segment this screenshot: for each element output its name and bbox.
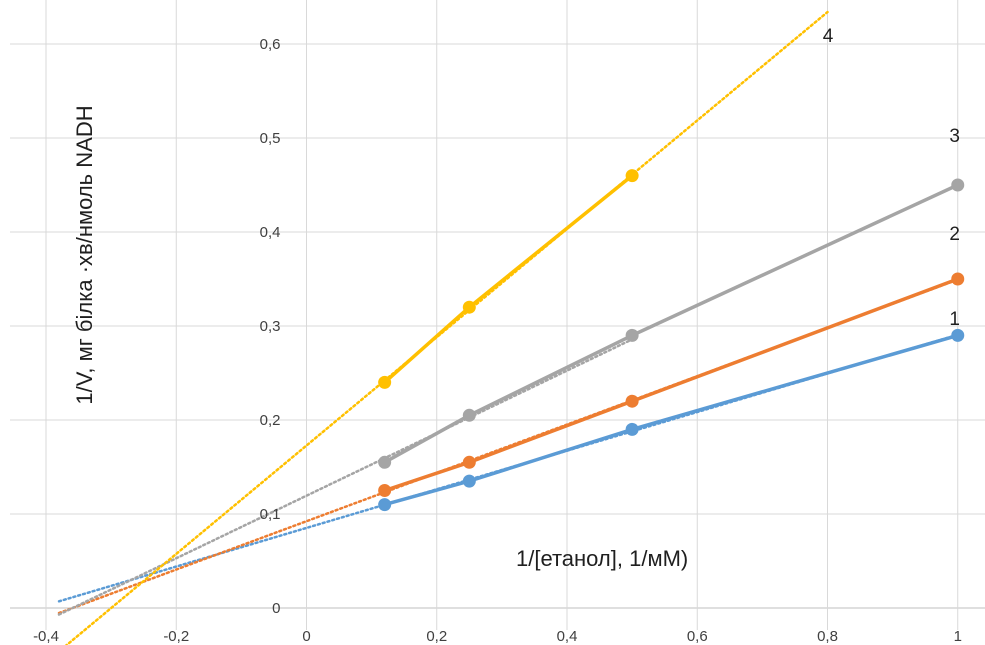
series-label-2: 2 [949,224,960,245]
data-point-3 [378,455,392,469]
data-point-1 [462,474,476,488]
x-tick-label: 0,8 [817,628,838,645]
y-tick-label: 0,3 [260,318,281,335]
x-tick-label: 0 [302,628,310,645]
x-axis-label: 1/[етанол], 1/мМ) [516,546,688,571]
series-label-4: 4 [823,26,834,47]
x-tick-label: -0,4 [33,628,59,645]
y-tick-label: 0,5 [260,130,281,147]
x-tick-label: 0,2 [426,628,447,645]
data-series [378,169,965,512]
x-tick-label: 1 [954,628,962,645]
data-point-1 [625,422,639,436]
trendline-4 [64,10,829,645]
data-point-2 [625,394,639,408]
x-tick-label: 0,6 [687,628,708,645]
series-label-1: 1 [949,309,960,330]
x-tick-label: 0,4 [557,628,578,645]
y-tick-label: 0,6 [260,36,281,53]
y-axis-label: 1/V, мг білка ·хв/нмоль NADH [72,105,97,404]
data-point-3 [625,328,639,342]
data-point-3 [951,178,965,192]
trendline-3 [57,338,634,616]
series-line-2 [384,277,959,493]
data-point-2 [378,484,392,497]
data-point-4 [378,375,392,389]
data-point-1 [951,328,965,342]
y-tick-label: 0,1 [260,506,281,523]
data-point-4 [462,300,476,314]
series-label-3: 3 [949,126,960,147]
x-tick-label: -0,2 [163,628,189,645]
series-line-1 [384,333,959,507]
series-line-3 [383,183,959,464]
y-tick-label: 0,2 [260,412,281,429]
data-point-3 [462,408,476,422]
grid [10,0,985,630]
tick-labels: -0,4 -0,2 0 0,2 0,4 0,6 0,8 1 0 0,1 0,2 0,3 0,4 0,5 0,… [33,36,962,645]
data-point-2 [951,272,965,286]
data-point-4 [625,169,639,183]
y-tick-label: 0,4 [260,224,281,241]
y-tick-label: 0 [272,600,280,617]
data-point-1 [378,498,392,512]
data-point-2 [462,455,476,469]
series-labels: 1 2 3 4 [823,26,960,330]
